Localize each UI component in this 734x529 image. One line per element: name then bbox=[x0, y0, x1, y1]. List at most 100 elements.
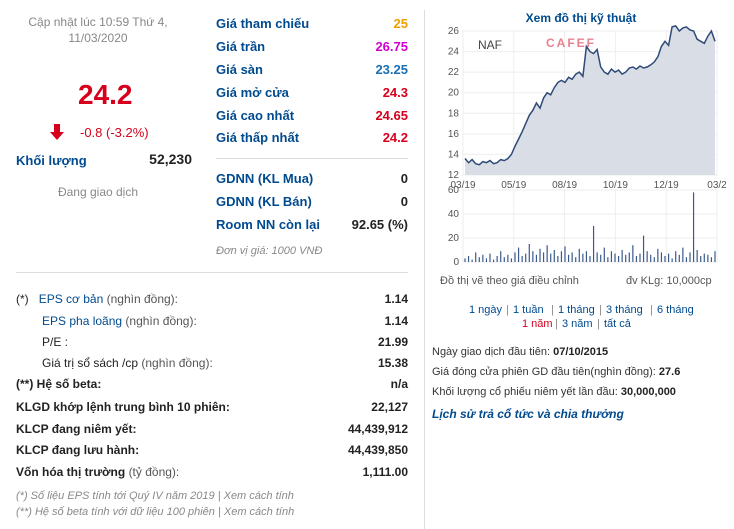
avg-volume-value: 22,127 bbox=[371, 400, 408, 414]
ref-price-label: Giá tham chiếu bbox=[216, 16, 310, 31]
book-value-label: Giá trị sổ sách /cp bbox=[42, 356, 139, 370]
volume-y-tick: 0 bbox=[453, 257, 459, 268]
x-tick: 03/2 bbox=[707, 180, 727, 191]
price-y-tick: 14 bbox=[448, 149, 460, 160]
range-sep: | bbox=[597, 318, 600, 330]
eps-basic-mark: (*) bbox=[16, 292, 29, 306]
updated-line2: 11/03/2020 bbox=[68, 31, 128, 45]
down-arrow-icon bbox=[50, 124, 64, 140]
range-sep: | bbox=[650, 304, 653, 316]
range-sep: | bbox=[551, 304, 554, 316]
current-price: 24.2 bbox=[78, 79, 133, 110]
price-y-tick: 26 bbox=[448, 26, 460, 37]
x-tick: 03/19 bbox=[450, 180, 475, 191]
dividend-history-link[interactable]: Lịch sử trả cổ tức và chia thưởng bbox=[432, 407, 624, 421]
divider bbox=[16, 272, 408, 273]
low-price-value: 24.2 bbox=[382, 130, 408, 145]
first-listed-label: Khối lượng cổ phiếu niêm yết lần đầu: bbox=[432, 386, 618, 398]
range-1-year[interactable]: 1 năm bbox=[522, 318, 553, 330]
beta-value: n/a bbox=[390, 377, 408, 391]
beta-footnote[interactable]: (**) Hệ số beta tính với dữ liệu 100 phi… bbox=[16, 506, 295, 518]
chart-title[interactable]: Xem đồ thị kỹ thuật bbox=[525, 11, 637, 25]
gdnn-buy-label: GDNN (KL Mua) bbox=[216, 171, 314, 186]
divider bbox=[216, 158, 408, 159]
price-line bbox=[464, 25, 716, 166]
high-price-value: 24.65 bbox=[375, 108, 408, 123]
price-y-tick: 22 bbox=[448, 67, 460, 78]
last-updated: Cập nhật lúc 10:59 Thứ 4, 11/03/2020 bbox=[0, 14, 196, 46]
range-sep: | bbox=[599, 304, 602, 316]
ceil-price-value: 26.75 bbox=[375, 39, 408, 54]
market-cap-value: 1,111.00 bbox=[362, 465, 408, 479]
range-1-day[interactable]: 1 ngày bbox=[469, 304, 503, 316]
range-sep: | bbox=[555, 318, 558, 330]
eps-diluted-row: EPS pha loãng (nghìn đồng): 1.14 bbox=[16, 314, 408, 332]
pe-row: P/E : 21.99 bbox=[16, 335, 408, 353]
room-label: Room NN còn lại bbox=[216, 217, 321, 232]
eps-basic-value: 1.14 bbox=[384, 292, 408, 306]
price-y-tick: 18 bbox=[448, 108, 460, 119]
outstanding-shares-value: 44,439,850 bbox=[347, 443, 408, 457]
price-y-tick: 24 bbox=[448, 47, 460, 58]
price-change: -0.8 (-3.2%) bbox=[80, 125, 149, 140]
outstanding-shares-row: KLCP đang lưu hành: 44,439,850 bbox=[16, 443, 408, 461]
first-close-price: Giá đóng cửa phiên GD đầu tiên(nghìn đồn… bbox=[432, 366, 680, 378]
eps-diluted-label: EPS pha loãng bbox=[42, 314, 123, 328]
range-3-month[interactable]: 3 tháng bbox=[606, 304, 643, 316]
cafef-logo: CAFEF bbox=[546, 36, 596, 50]
eps-footnote[interactable]: (*) Số liệu EPS tính tới Quý IV năm 2019… bbox=[16, 490, 294, 502]
first-listed-volume: Khối lượng cổ phiếu niêm yết lần đầu: 30… bbox=[432, 386, 676, 398]
book-value-row: Giá trị sổ sách /cp (nghìn đồng): 15.38 bbox=[16, 356, 408, 374]
range-6-month[interactable]: 6 tháng bbox=[657, 304, 694, 316]
open-price-label: Giá mở cửa bbox=[216, 85, 289, 100]
low-price-label: Giá thấp nhất bbox=[216, 130, 300, 145]
listed-shares-row: KLCP đang niêm yết: 44,439,912 bbox=[16, 422, 408, 440]
range-3-year[interactable]: 3 năm bbox=[562, 318, 593, 330]
book-value-value: 15.38 bbox=[377, 356, 408, 370]
updated-line1: Cập nhật lúc 10:59 Thứ 4, bbox=[28, 15, 168, 29]
volume-label: Khối lượng bbox=[16, 153, 87, 168]
range-1-month[interactable]: 1 tháng bbox=[558, 304, 595, 316]
chart-note-volume-unit: đv KLg: 10,000cp bbox=[626, 275, 712, 287]
price-area bbox=[465, 25, 715, 176]
listed-shares-label: KLCP đang niêm yết: bbox=[16, 422, 137, 436]
range-all[interactable]: tất cả bbox=[604, 318, 631, 330]
range-sep: | bbox=[506, 304, 509, 316]
floor-price-value: 23.25 bbox=[375, 62, 408, 77]
book-value-note: (nghìn đồng): bbox=[141, 356, 213, 370]
ceil-price-label: Giá trần bbox=[216, 39, 266, 54]
gdnn-sell-label: GDNN (KL Bán) bbox=[216, 194, 312, 209]
volume-value: 52,230 bbox=[149, 151, 192, 167]
price-unit-note: Đơn vị giá: 1000 VNĐ bbox=[216, 245, 323, 257]
eps-basic-note: (nghìn đồng): bbox=[106, 292, 178, 306]
first-trade-date: Ngày giao dịch đầu tiên: 07/10/2015 bbox=[432, 346, 608, 358]
first-close-label: Giá đóng cửa phiên GD đầu tiên(nghìn đồn… bbox=[432, 366, 656, 378]
listed-shares-value: 44,439,912 bbox=[347, 422, 408, 436]
price-chart-frame bbox=[462, 30, 718, 176]
volume-y-tick: 20 bbox=[448, 233, 460, 244]
pe-value: 21.99 bbox=[377, 335, 408, 349]
chart-note-adjusted: Đồ thị vẽ theo giá điều chỉnh bbox=[440, 275, 579, 287]
eps-basic-label: EPS cơ bản bbox=[38, 292, 104, 306]
room-value: 92.65 (%) bbox=[351, 217, 408, 232]
eps-diluted-note: (nghìn đồng): bbox=[125, 314, 197, 328]
market-cap-note: (tỷ đồng): bbox=[128, 465, 180, 479]
ref-price-value: 25 bbox=[393, 16, 408, 31]
x-tick: 10/19 bbox=[603, 180, 628, 191]
beta-row: (**) Hệ số beta: n/a bbox=[16, 377, 408, 395]
eps-basic-row: (*) EPS cơ bản (nghìn đồng): 1.14 bbox=[16, 292, 408, 310]
first-close-value: 27.6 bbox=[658, 366, 681, 378]
price-y-tick: 20 bbox=[448, 88, 460, 99]
range-1-week[interactable]: 1 tuần bbox=[513, 304, 544, 316]
beta-label: (**) Hệ số beta: bbox=[16, 377, 102, 391]
market-cap-label: Vốn hóa thị trường bbox=[16, 465, 126, 479]
floor-price-label: Giá sàn bbox=[216, 62, 263, 77]
x-tick: 08/19 bbox=[552, 180, 577, 191]
volume-y-tick: 60 bbox=[448, 185, 460, 196]
volume-chart-frame bbox=[462, 189, 718, 263]
first-listed-value: 30,000,000 bbox=[620, 386, 676, 398]
chart-ticker: NAF bbox=[478, 38, 502, 52]
first-trade-value: 07/10/2015 bbox=[553, 346, 609, 358]
market-cap-row: Vốn hóa thị trường (tỷ đồng): 1,111.00 bbox=[16, 465, 408, 483]
first-trade-label: Ngày giao dịch đầu tiên: bbox=[432, 346, 551, 358]
